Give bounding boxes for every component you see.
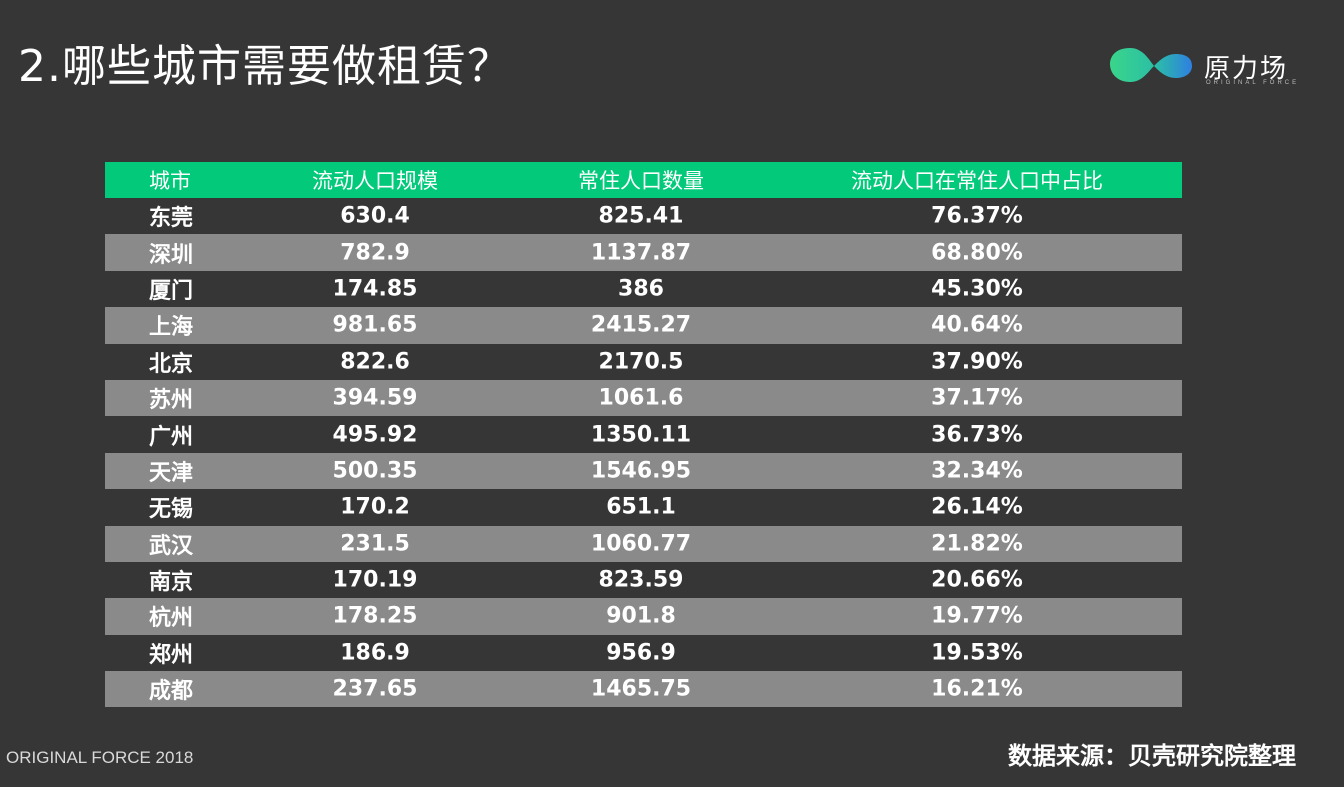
resident-population-cell: 823.59 [598, 567, 684, 593]
city-cell: 南京 [149, 570, 194, 596]
resident-population-cell: 1061.6 [598, 385, 684, 411]
resident-population-cell: 2415.27 [590, 312, 692, 338]
header-resident-population: 常住人口数量 [578, 169, 704, 193]
ratio-cell: 16.21% [931, 676, 1023, 702]
table-row: 广州 495.92 1350.11 36.73% [105, 416, 1182, 452]
ratio-cell: 68.80% [931, 240, 1023, 266]
city-cell: 东莞 [149, 206, 194, 232]
resident-population-cell: 1465.75 [590, 676, 692, 702]
table-row: 无锡 170.2 651.1 26.14% [105, 489, 1182, 525]
header-city: 城市 [149, 169, 191, 193]
resident-population-cell: 1060.77 [590, 531, 692, 557]
city-cell: 厦门 [149, 278, 194, 304]
ratio-cell: 37.17% [931, 385, 1023, 411]
city-cell: 苏州 [149, 388, 194, 414]
footer-source: 数据来源：贝壳研究院整理 [1008, 742, 1296, 770]
header-ratio: 流动人口在常住人口中占比 [851, 169, 1103, 193]
resident-population-cell: 386 [618, 276, 664, 302]
city-cell: 深圳 [149, 242, 194, 268]
city-cell: 武汉 [149, 533, 194, 559]
ratio-cell: 21.82% [931, 531, 1023, 557]
ratio-cell: 20.66% [931, 567, 1023, 593]
table-header-row: 城市 流动人口规模 常住人口数量 流动人口在常住人口中占比 [105, 162, 1182, 198]
table-row: 北京 822.6 2170.5 37.90% [105, 344, 1182, 380]
ratio-cell: 32.34% [931, 458, 1023, 484]
table-row: 厦门 174.85 386 45.30% [105, 271, 1182, 307]
city-cell: 上海 [149, 315, 194, 341]
table-row: 苏州 394.59 1061.6 37.17% [105, 379, 1182, 417]
city-cell: 郑州 [149, 642, 194, 668]
infinity-logo-icon [1110, 48, 1192, 82]
resident-population-cell: 1137.87 [590, 240, 692, 266]
resident-population-cell: 651.1 [606, 494, 676, 520]
ratio-cell: 19.77% [931, 603, 1023, 629]
resident-population-cell: 901.8 [606, 603, 676, 629]
table-row: 东莞 630.4 825.41 76.37% [105, 198, 1182, 234]
brand-logo: 原力场 ORIGINAL FORCE [1108, 44, 1308, 90]
city-cell: 北京 [149, 351, 194, 377]
table-row: 南京 170.19 823.59 20.66% [105, 562, 1182, 598]
logo-name: 原力场 [1204, 54, 1289, 84]
page-title: 2.哪些城市需要做租赁？ [18, 41, 512, 92]
ratio-cell: 19.53% [931, 640, 1023, 666]
resident-population-cell: 1546.95 [590, 458, 692, 484]
table-row: 杭州 178.25 901.8 19.77% [105, 598, 1182, 635]
city-cell: 无锡 [149, 497, 194, 523]
ratio-cell: 40.64% [931, 312, 1023, 338]
table-row: 成都 237.65 1465.75 16.21% [105, 671, 1182, 708]
ratio-cell: 26.14% [931, 494, 1023, 520]
data-table: 城市 流动人口规模 常住人口数量 流动人口在常住人口中占比 东莞 630.4 825… [105, 162, 1182, 708]
resident-population-cell: 956.9 [606, 640, 676, 666]
resident-population-cell: 1350.11 [590, 422, 692, 448]
logo-subtitle: ORIGINAL FORCE [1206, 80, 1300, 86]
table-row: 武汉 231.5 1060.77 21.82% [105, 525, 1182, 562]
city-cell: 广州 [149, 424, 194, 450]
table-row: 天津 500.35 1546.95 32.34% [105, 452, 1182, 490]
resident-population-cell: 2170.5 [598, 349, 684, 375]
table-row: 郑州 186.9 956.9 19.53% [105, 635, 1182, 671]
city-cell: 杭州 [149, 606, 194, 632]
city-cell: 成都 [149, 679, 194, 705]
resident-population-cell: 825.41 [598, 203, 684, 229]
table-row: 深圳 782.9 1137.87 68.80% [105, 234, 1182, 271]
table-row: 上海 981.65 2415.27 40.64% [105, 307, 1182, 344]
city-cell: 天津 [149, 460, 194, 486]
ratio-cell: 76.37% [931, 203, 1023, 229]
footer-copyright: ORIGINAL FORCE 2018 [6, 748, 194, 767]
ratio-cell: 45.30% [931, 276, 1023, 302]
ratio-cell: 37.90% [931, 349, 1023, 375]
ratio-cell: 36.73% [931, 422, 1023, 448]
